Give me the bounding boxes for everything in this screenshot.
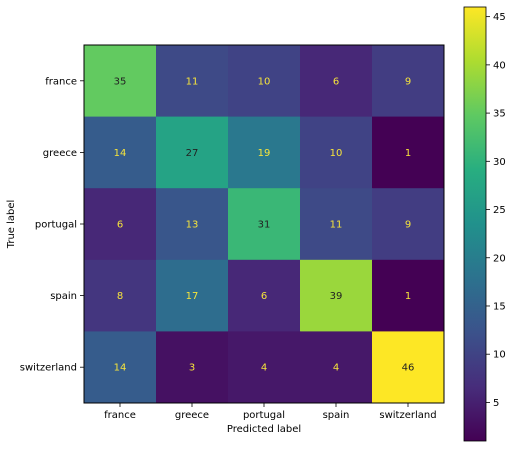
colorbar-tick-label: 10 [493,350,506,361]
heatmap-cell [372,259,445,332]
x-axis-label: Predicted label [227,424,301,435]
heatmap-cell [84,116,157,189]
colorbar-tick-label: 25 [493,205,506,216]
heatmap-cell [372,116,445,189]
heatmap-cell [84,259,157,332]
heatmap-cell [228,45,301,118]
x-tick-label: france [104,410,136,421]
cell-value-label: 13 [186,220,199,231]
cell-value-label: 10 [258,76,271,87]
cell-value-label: 14 [114,363,127,374]
colorbar-tick-label: 35 [493,109,506,120]
cell-value-label: 46 [402,363,415,374]
cell-value-label: 9 [405,220,411,231]
cell-value-label: 39 [330,291,343,302]
heatmap-cell [228,259,301,332]
heatmap-cell [84,45,157,118]
colorbar [463,6,487,442]
colorbar-tick-label: 5 [493,398,499,409]
x-tick-label: portugal [243,410,285,421]
heatmap-cell [300,259,373,332]
cell-value-label: 1 [405,148,411,159]
heatmap-cell [300,331,373,404]
cell-value-label: 17 [186,291,199,302]
cell-value-label: 4 [333,363,339,374]
heatmap-cell [228,116,301,189]
cell-value-label: 27 [186,148,199,159]
heatmap-cell [84,331,157,404]
heatmap-cell [300,116,373,189]
heatmap-cell [156,188,229,261]
y-tick-label: switzerland [20,363,77,374]
y-tick-label: france [45,76,77,87]
heatmap-cell [228,331,301,404]
heatmap-cell [300,45,373,118]
colorbar-tick-label: 20 [493,253,506,264]
heatmap-cell [156,259,229,332]
cell-value-label: 10 [330,148,343,159]
heatmap-cell [372,45,445,118]
heatmap-cell [228,188,301,261]
y-axis-label: True label [6,200,17,250]
cell-value-label: 6 [117,220,123,231]
cell-value-label: 1 [405,291,411,302]
heatmap-cells [84,45,445,404]
heatmap-cell [156,45,229,118]
x-tick-label: switzerland [379,410,436,421]
cell-value-label: 19 [258,148,271,159]
y-axis-ticks: france greece portugal spain switzerland [20,76,84,374]
colorbar-tick-label: 15 [493,301,506,312]
cell-value-label: 11 [186,76,199,87]
colorbar-tick-label: 45 [493,12,506,23]
heatmap-cell-labels: 35 11 10 6 9 14 27 19 10 1 6 13 31 11 9 8 17 6 39 1 14 3 4 4 46 [114,76,415,373]
heatmap-cell [156,331,229,404]
heatmap-cell [372,188,445,261]
cell-value-label: 35 [114,76,127,87]
cell-value-label: 31 [258,220,271,231]
x-axis-ticks: france greece portugal spain switzerland [104,403,437,421]
heatmap-cell [300,188,373,261]
colorbar-tick-label: 40 [493,60,506,71]
cell-value-label: 6 [261,291,267,302]
y-tick-label: spain [50,291,77,302]
x-tick-label: greece [175,410,209,421]
y-tick-label: portugal [35,220,77,231]
heatmap-cell [156,116,229,189]
cell-value-label: 6 [333,76,339,87]
cell-value-label: 3 [189,363,195,374]
x-tick-label: spain [323,410,350,421]
y-tick-label: greece [43,148,77,159]
colorbar-tick-label: 30 [493,157,506,168]
cell-value-label: 9 [405,76,411,87]
cell-value-label: 4 [261,363,267,374]
colorbar-ticks: 5 10 15 20 25 30 35 40 45 [486,12,506,409]
heatmap-cell [84,188,157,261]
cell-value-label: 14 [114,148,127,159]
cell-value-label: 11 [330,220,343,231]
heatmap-cell [372,331,445,404]
cell-value-label: 8 [117,291,123,302]
